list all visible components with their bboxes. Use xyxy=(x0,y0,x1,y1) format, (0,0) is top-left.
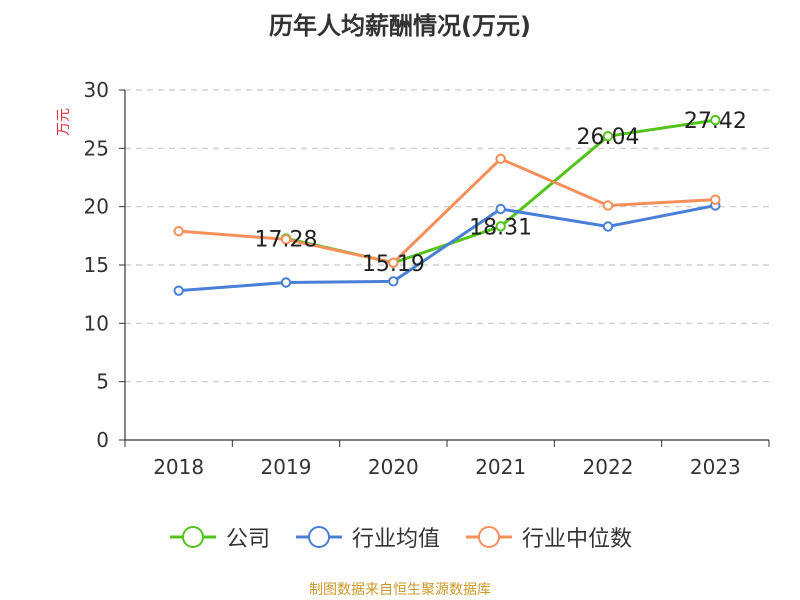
data-label: 18.31 xyxy=(469,215,532,240)
chart-title: 历年人均薪酬情况(万元) xyxy=(269,12,531,40)
y-tick-label: 0 xyxy=(96,428,109,452)
source-note: 制图数据来自恒生聚源数据库 xyxy=(309,582,491,598)
series-lines xyxy=(173,114,721,296)
grid-lines xyxy=(125,89,769,383)
y-tick-label: 15 xyxy=(84,253,109,277)
x-tick-label: 2021 xyxy=(475,455,526,479)
series-line-1 xyxy=(178,204,716,293)
data-point xyxy=(710,194,721,205)
y-tick-label: 30 xyxy=(84,78,109,102)
legend-swatch xyxy=(169,526,216,548)
data-point xyxy=(495,153,506,165)
legend-swatch xyxy=(466,526,512,548)
data-point xyxy=(495,203,506,215)
data-label: 17.28 xyxy=(255,227,318,252)
data-point xyxy=(173,285,184,296)
y-tick-label: 5 xyxy=(96,370,109,394)
data-point xyxy=(495,221,506,232)
y-tick-label: 20 xyxy=(84,195,109,219)
data-point xyxy=(602,131,614,142)
x-tick-label: 2020 xyxy=(368,455,419,479)
x-tick-label: 2022 xyxy=(583,455,634,479)
series-line-0 xyxy=(285,118,716,265)
y-tick-label: 10 xyxy=(84,311,109,335)
data-label: 27.42 xyxy=(684,109,747,134)
data-label: 26.04 xyxy=(577,125,640,150)
legend: 公司 行业均值 行业中位数 xyxy=(0,521,800,553)
legend-label: 行业中位数 xyxy=(522,527,633,552)
legend-label: 行业均值 xyxy=(351,527,440,552)
legend-item[interactable]: 行业均值 xyxy=(294,521,440,553)
legend-swatch xyxy=(295,526,342,548)
series-line-2 xyxy=(178,157,716,265)
data-labels: 17.28 15.19 18.31 26.04 27.42 xyxy=(255,109,747,277)
x-tick-label: 2018 xyxy=(153,455,204,479)
legend-label: 公司 xyxy=(225,527,270,552)
data-point xyxy=(173,225,184,237)
axes: 0 5 10 15 20 25 30 2018 2019 2020 2021 2022 2023 xyxy=(84,78,770,479)
data-point xyxy=(280,234,292,245)
legend-item[interactable]: 行业中位数 xyxy=(464,521,632,553)
data-point xyxy=(388,276,399,287)
legend-item[interactable]: 公司 xyxy=(168,521,270,553)
data-point xyxy=(280,277,292,288)
data-label: 15.19 xyxy=(362,252,425,277)
data-point xyxy=(602,221,614,232)
x-tick-label: 2019 xyxy=(261,455,312,479)
data-point xyxy=(602,200,614,211)
data-point xyxy=(710,114,721,126)
data-point xyxy=(388,257,399,268)
y-axis-title: 万元 xyxy=(56,108,72,136)
x-tick-label: 2023 xyxy=(690,455,741,479)
y-tick-label: 25 xyxy=(84,136,109,160)
